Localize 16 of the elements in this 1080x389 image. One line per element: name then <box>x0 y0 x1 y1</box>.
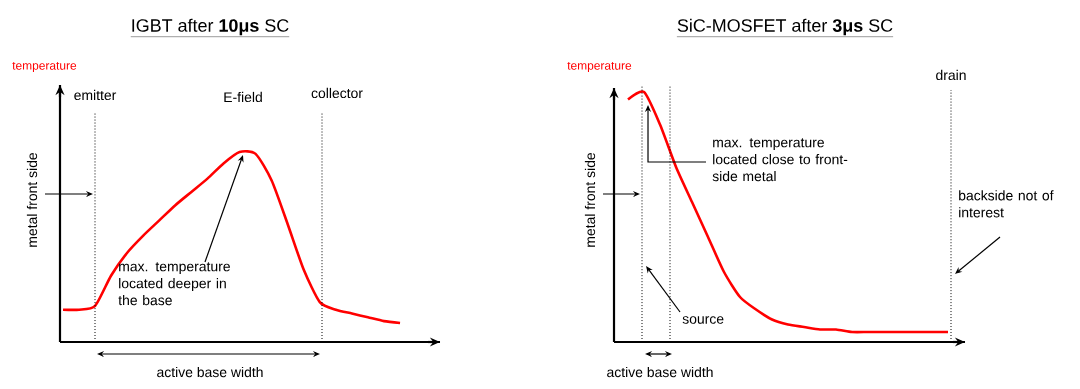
text: drain <box>936 69 966 81</box>
text: E-field <box>224 91 262 103</box>
chart-title: IGBT after 10μs SC <box>132 18 289 36</box>
text: metal front side <box>584 152 596 247</box>
annotation: max. temperature located close to front-side metal <box>712 138 848 182</box>
text: metal front side <box>26 152 38 247</box>
text: active base width <box>157 366 263 378</box>
annotation: backside not of interest <box>959 190 1054 218</box>
text: active base width <box>607 366 713 378</box>
text: emitter <box>74 89 117 101</box>
y-axis-title: temperature <box>567 61 632 73</box>
y-axis-title: temperature <box>12 61 77 73</box>
text: collector <box>311 87 363 99</box>
annotation: source <box>682 316 724 324</box>
annotation: max. temperature located deeper in the base <box>118 262 230 306</box>
chart-title: SiC-MOSFET after 3μs SC <box>677 18 893 36</box>
